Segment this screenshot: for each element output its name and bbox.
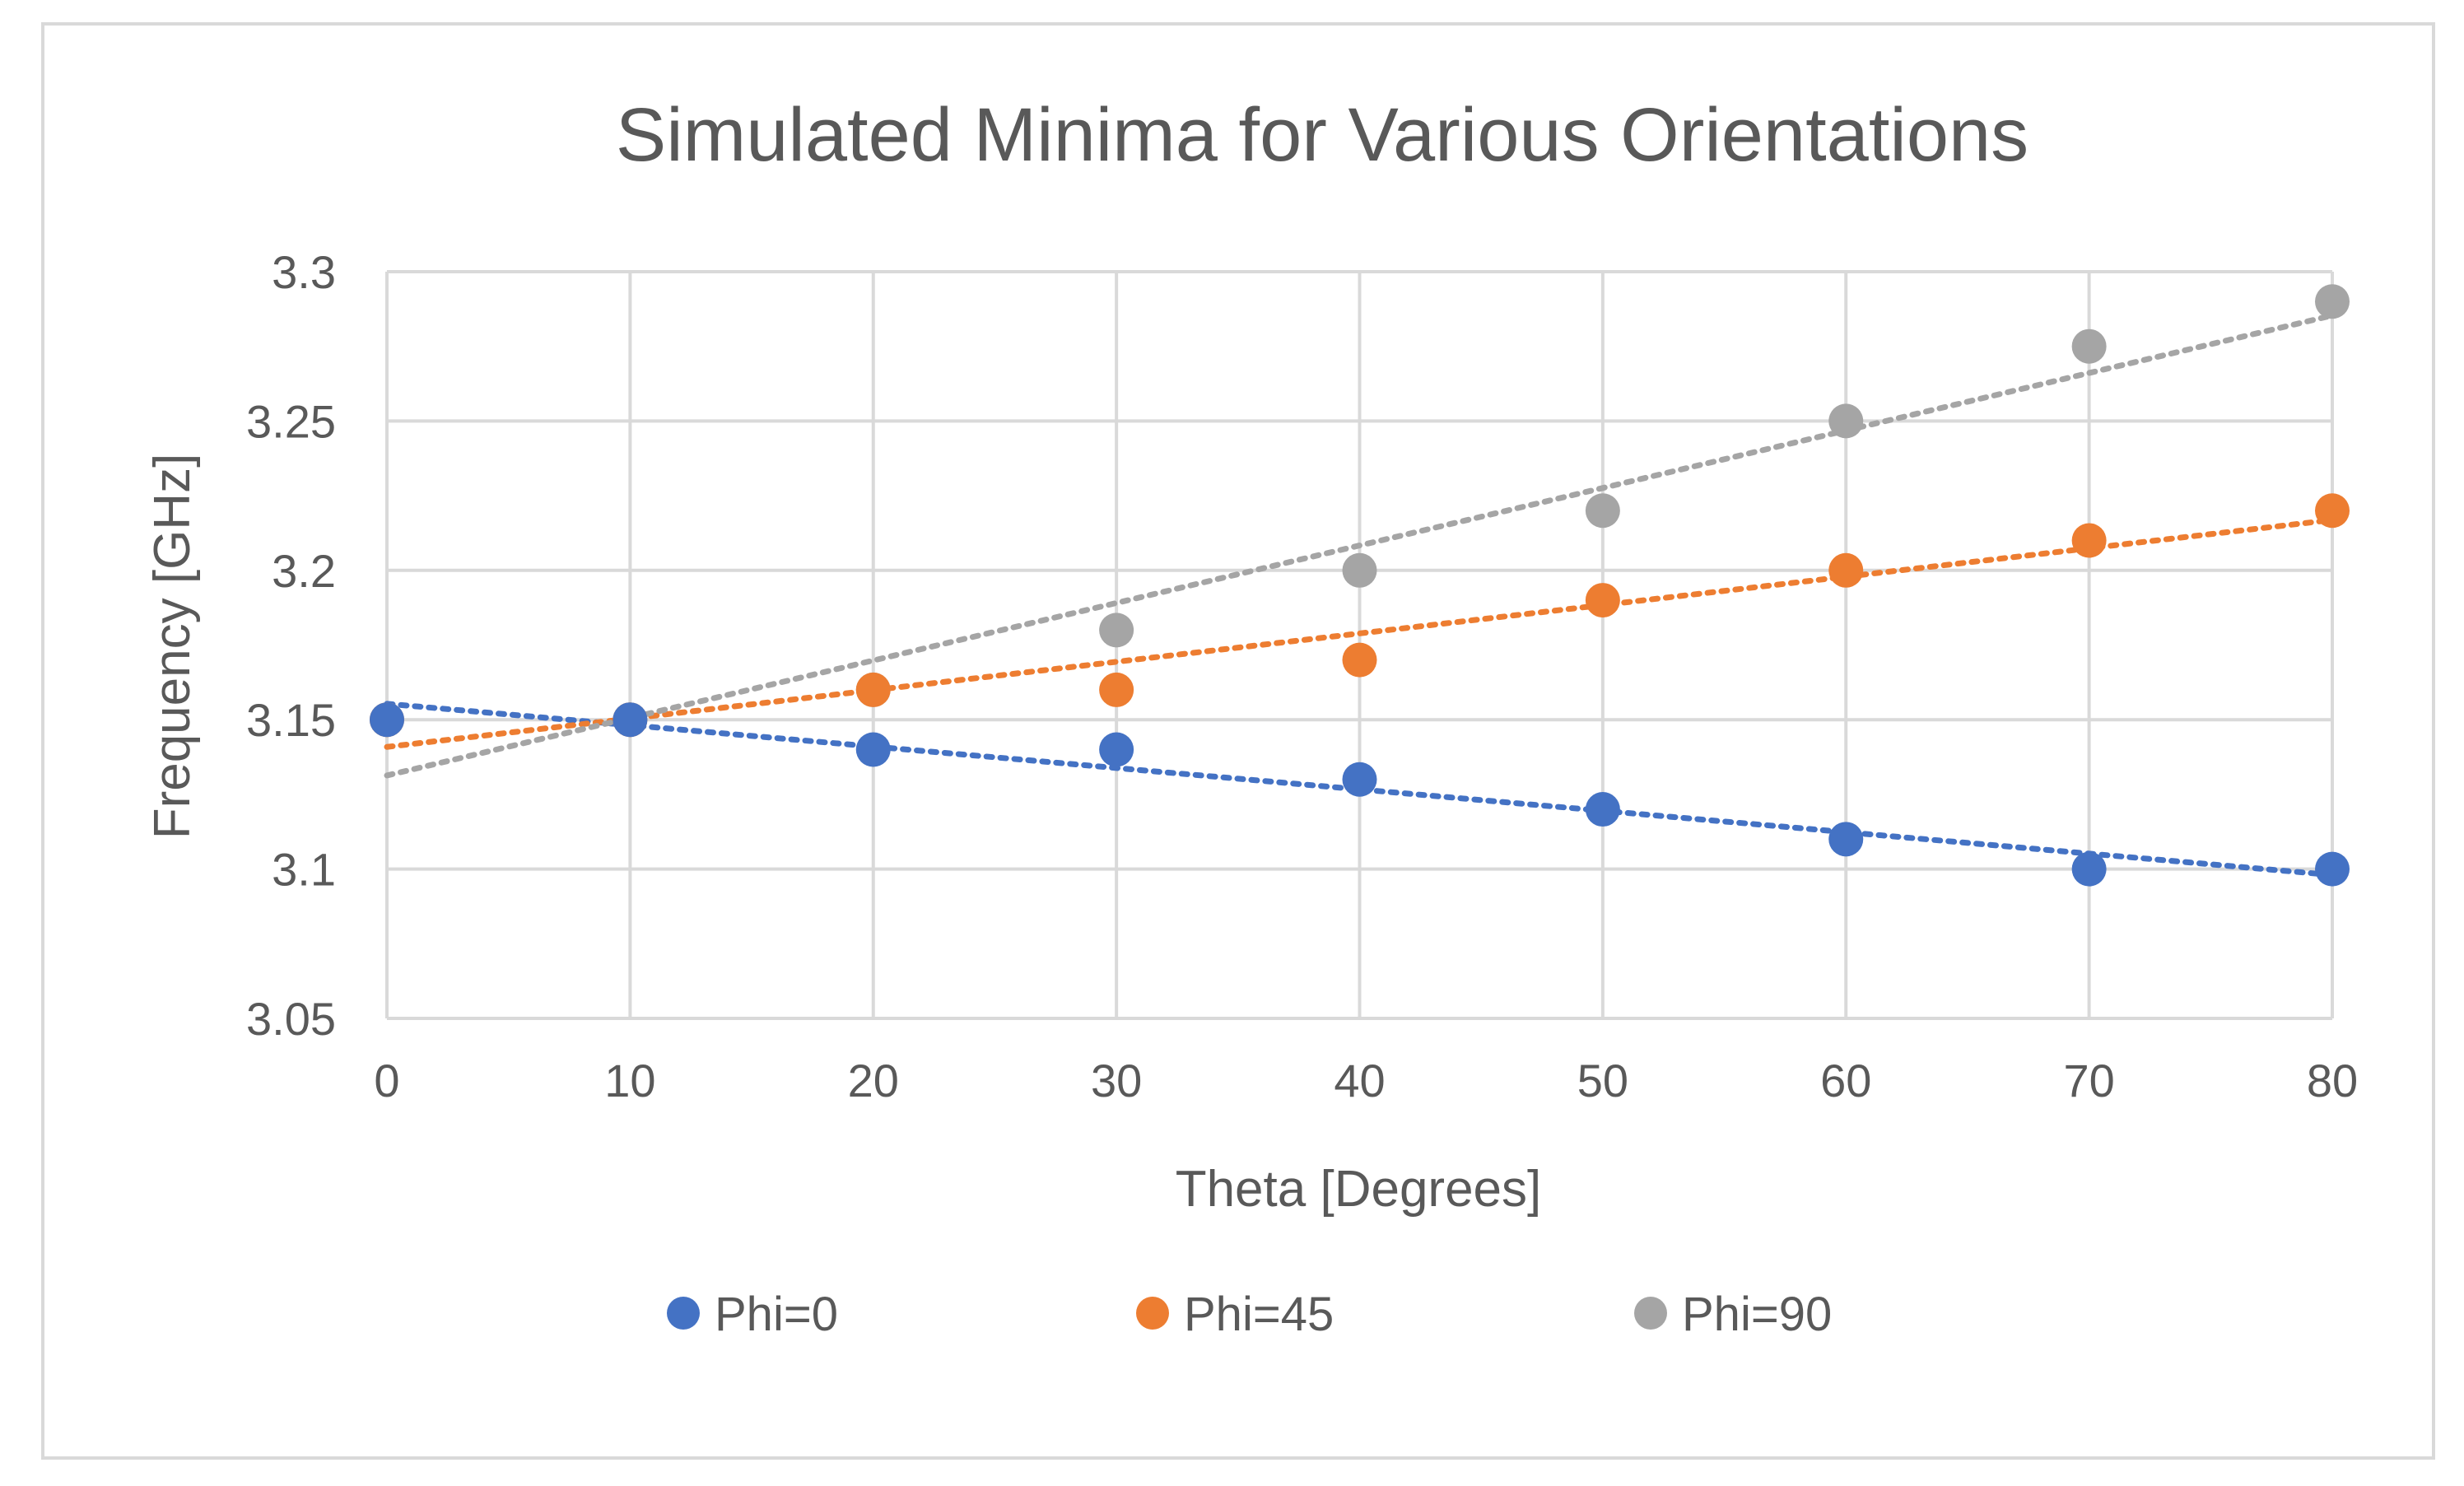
data-point-phi-90 — [1099, 613, 1134, 648]
x-tick-label: 30 — [1091, 1055, 1142, 1106]
data-point-phi-0 — [1342, 762, 1377, 797]
data-point-phi-0 — [1828, 822, 1864, 857]
legend: Phi=0 Phi=45 Phi=90 — [667, 1288, 1832, 1341]
x-tick-label: 20 — [848, 1055, 899, 1106]
x-tick-label: 80 — [2307, 1055, 2358, 1106]
x-tick-label: 40 — [1334, 1055, 1385, 1106]
data-point-phi-0 — [2071, 851, 2107, 887]
x-tick-label: 50 — [1577, 1055, 1628, 1106]
data-point-phi-45 — [1099, 672, 1134, 707]
data-point-phi-45 — [2071, 523, 2107, 558]
y-axis-title: Frequency [GHz] — [144, 454, 201, 840]
tick-label-layer: 0 10 20 30 40 50 60 70 80 3.05 3.1 3.15 3.2 3.25 3.3 — [246, 246, 2358, 1106]
y-tick-label: 3.2 — [272, 545, 336, 597]
legend-marker-phi-45 — [1136, 1297, 1169, 1330]
x-tick-label: 60 — [1820, 1055, 1871, 1106]
legend-label-phi-0: Phi=0 — [715, 1288, 838, 1341]
data-point-phi-45 — [1342, 642, 1377, 678]
data-point-phi-0 — [370, 702, 404, 738]
data-point-layer — [370, 284, 2350, 887]
data-point-phi-90 — [1342, 552, 1377, 588]
y-tick-label: 3.15 — [246, 694, 336, 746]
data-point-phi-90 — [1828, 403, 1864, 439]
x-tick-label: 70 — [2063, 1055, 2114, 1106]
data-point-phi-45 — [855, 672, 891, 707]
data-point-phi-90 — [2071, 328, 2107, 364]
y-tick-label: 3.3 — [272, 246, 336, 298]
trendline-layer — [384, 312, 2336, 878]
y-tick-label: 3.25 — [246, 395, 336, 447]
x-tick-label: 0 — [374, 1055, 399, 1106]
legend-marker-phi-0 — [667, 1297, 700, 1330]
data-point-phi-45 — [2315, 493, 2350, 529]
x-tick-label: 10 — [604, 1055, 655, 1106]
y-tick-label: 3.05 — [246, 993, 336, 1045]
data-point-phi-90 — [1585, 493, 1620, 529]
data-point-phi-90 — [2315, 284, 2350, 319]
legend-label-phi-90: Phi=90 — [1682, 1288, 1832, 1341]
trendline-phi-90 — [384, 312, 2336, 779]
data-point-phi-0 — [1099, 732, 1134, 767]
grid-layer — [385, 270, 2334, 1020]
trendline-phi-0 — [384, 701, 2336, 878]
data-point-phi-45 — [1585, 583, 1620, 618]
data-point-phi-0 — [613, 702, 648, 738]
legend-marker-phi-90 — [1634, 1297, 1667, 1330]
data-point-phi-0 — [2315, 851, 2350, 887]
x-axis-title: Theta [Degrees] — [1176, 1161, 1542, 1218]
trendline-phi-45 — [384, 517, 2336, 750]
chart-title: Simulated Minima for Various Orientation… — [616, 93, 2028, 177]
data-point-phi-45 — [1828, 552, 1864, 588]
data-point-phi-0 — [855, 732, 891, 767]
legend-label-phi-45: Phi=45 — [1184, 1288, 1334, 1341]
data-point-phi-0 — [1585, 792, 1620, 827]
y-tick-label: 3.1 — [272, 844, 336, 896]
